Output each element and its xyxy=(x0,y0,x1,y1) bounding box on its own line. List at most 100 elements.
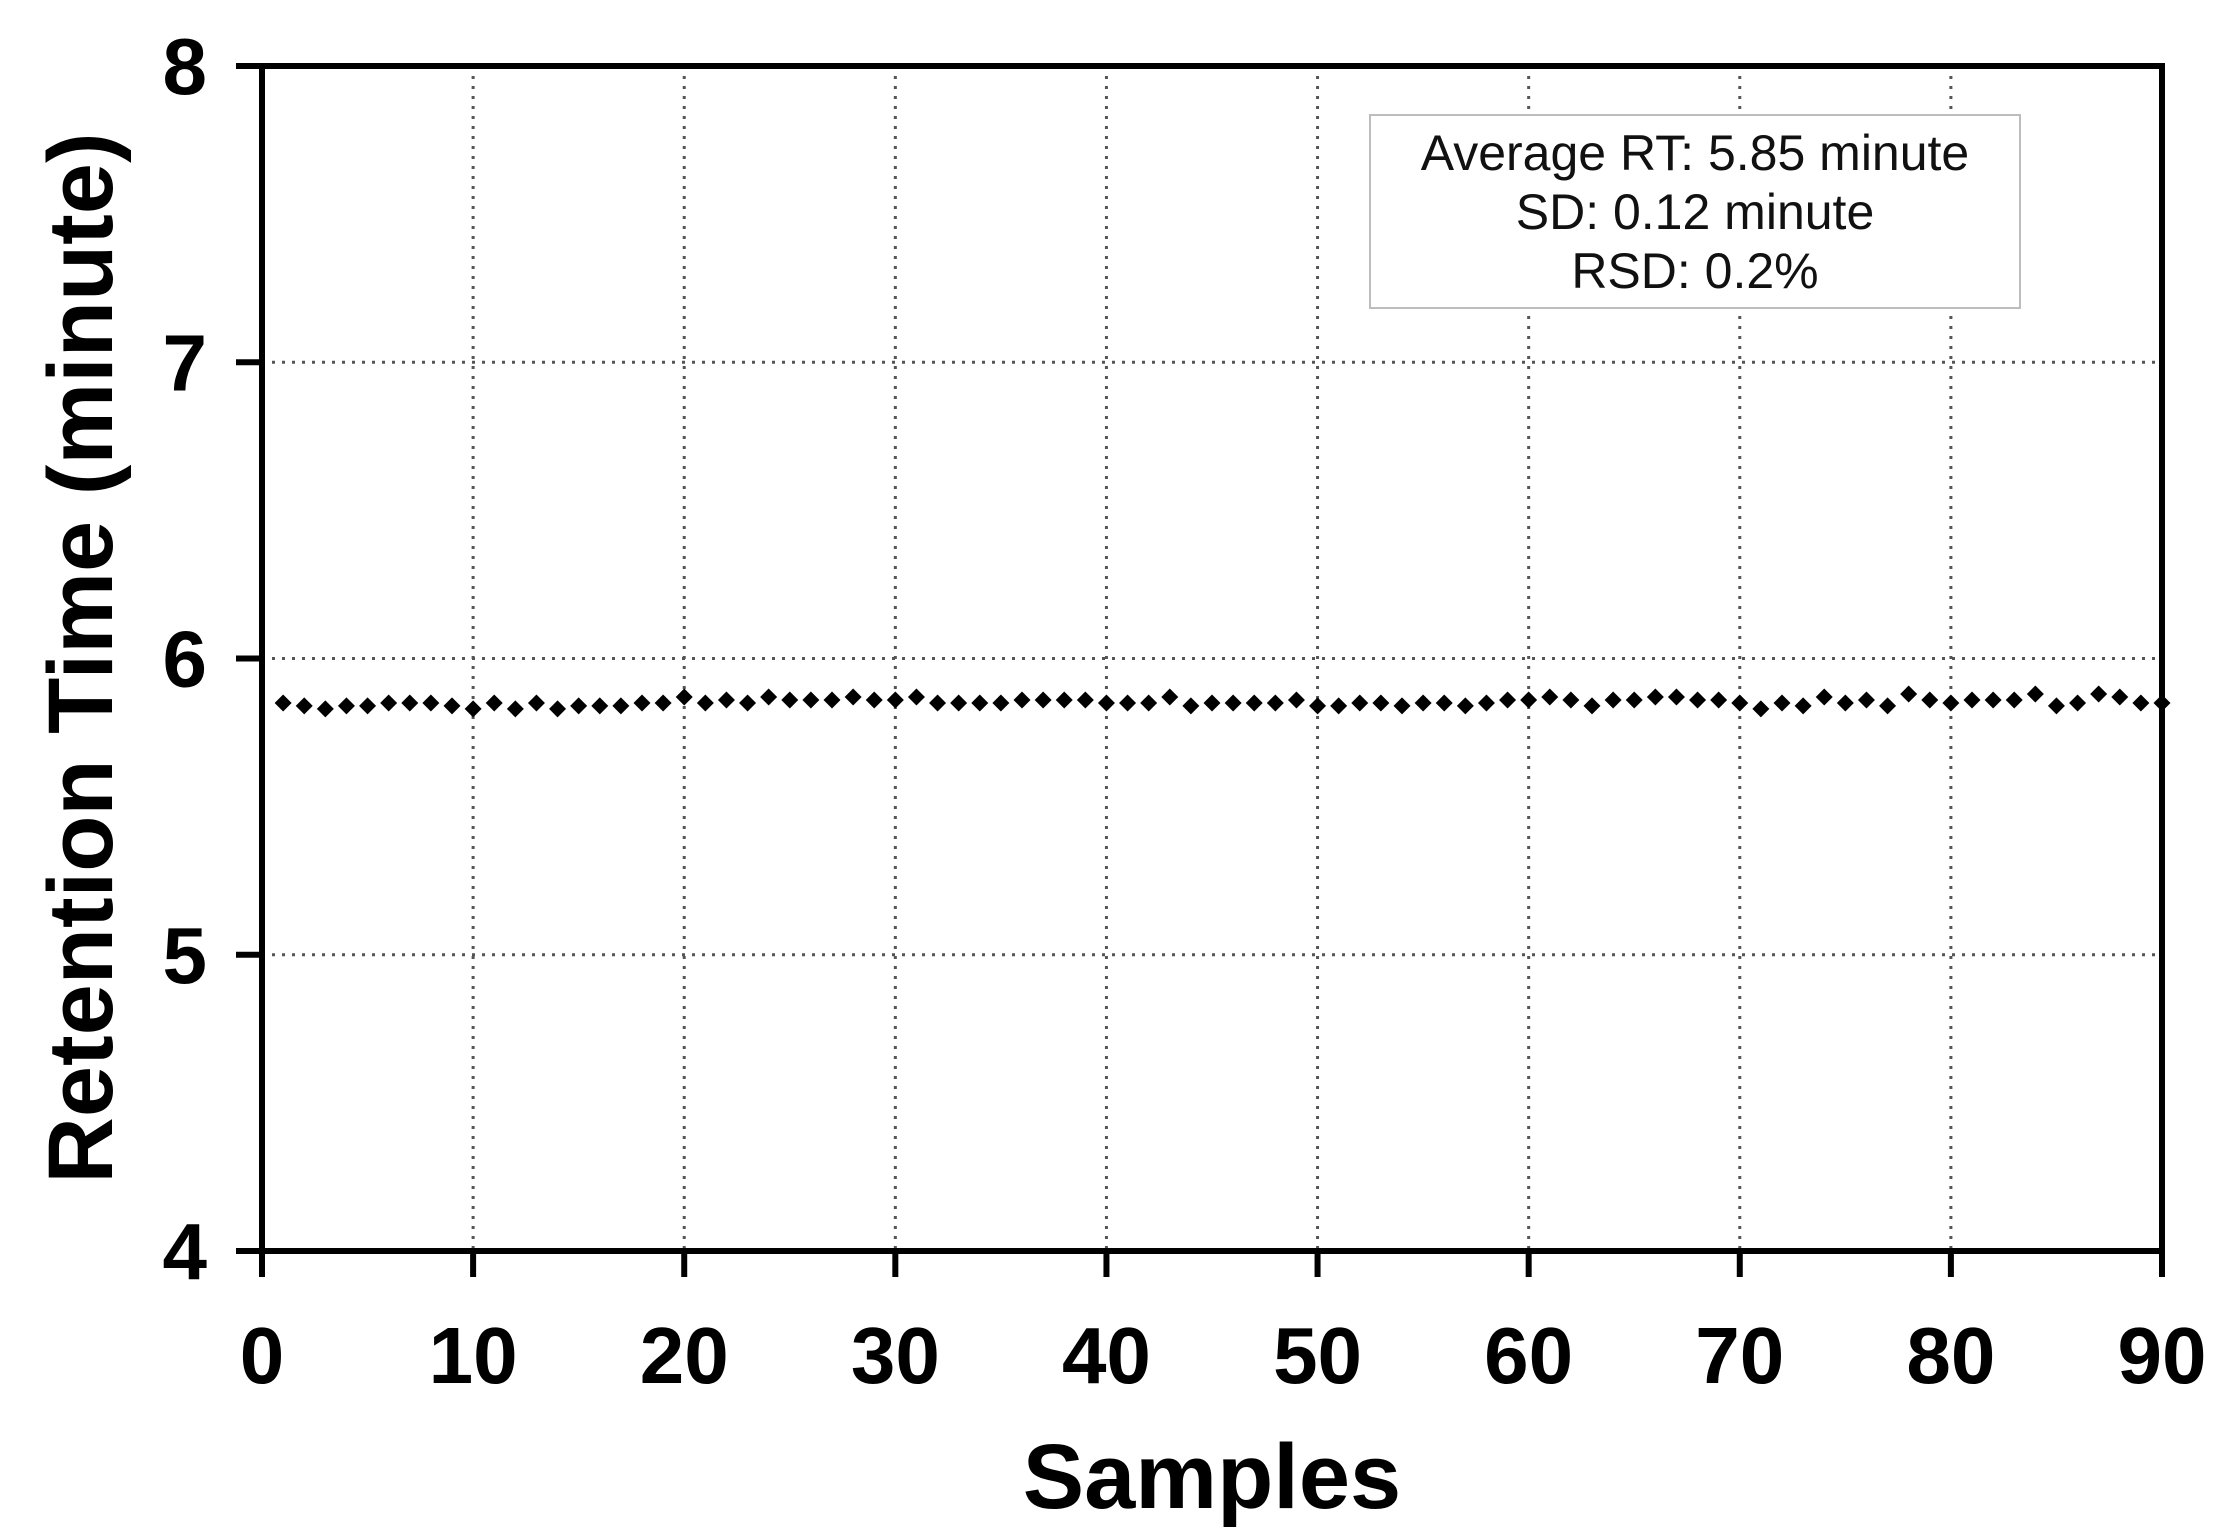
data-point xyxy=(1857,691,1875,709)
data-point xyxy=(1477,694,1495,712)
data-point xyxy=(1773,694,1791,712)
x-tick-label: 0 xyxy=(240,1311,285,1400)
data-point xyxy=(1097,694,1115,712)
x-tick-label: 40 xyxy=(1062,1311,1151,1400)
y-tick-label: 5 xyxy=(163,911,208,1000)
stats-rsd: RSD: 0.2% xyxy=(1571,243,1818,299)
x-tick-labels: 0 10 20 30 40 50 60 70 80 90 xyxy=(240,1311,2207,1400)
data-point xyxy=(675,688,693,706)
data-point xyxy=(1456,697,1474,715)
data-point xyxy=(1245,694,1263,712)
data-point xyxy=(781,691,799,709)
data-point xyxy=(2047,697,2065,715)
x-tick-label: 60 xyxy=(1484,1311,1573,1400)
data-point xyxy=(886,691,904,709)
data-point xyxy=(1182,697,1200,715)
data-point xyxy=(1414,694,1432,712)
data-point xyxy=(1499,691,1517,709)
data-point xyxy=(992,694,1010,712)
data-point xyxy=(1900,685,1918,703)
data-point xyxy=(1815,688,1833,706)
axis-ticks xyxy=(236,63,2165,1277)
data-point xyxy=(1224,694,1242,712)
y-tick-label: 4 xyxy=(163,1207,208,1296)
data-point xyxy=(1963,691,1981,709)
data-point xyxy=(1287,691,1305,709)
y-axis-title: Retention Time (minute) xyxy=(30,132,132,1183)
x-tick-label: 90 xyxy=(2118,1311,2207,1400)
x-tick-label: 50 xyxy=(1273,1311,1362,1400)
data-point xyxy=(1119,694,1137,712)
data-point xyxy=(1266,694,1284,712)
x-tick-label: 30 xyxy=(851,1311,940,1400)
y-tick-label: 8 xyxy=(163,22,208,111)
data-point xyxy=(1836,694,1854,712)
data-point xyxy=(633,694,651,712)
data-point xyxy=(1625,691,1643,709)
data-point xyxy=(1646,688,1664,706)
data-point xyxy=(1710,691,1728,709)
data-point xyxy=(1984,691,2002,709)
stats-sd: SD: 0.12 minute xyxy=(1516,184,1875,240)
data-point xyxy=(380,694,398,712)
data-point xyxy=(443,697,461,715)
data-point xyxy=(1309,697,1327,715)
stats-box: Average RT: 5.85 minute SD: 0.12 minute … xyxy=(1369,114,2021,309)
data-point xyxy=(1372,694,1390,712)
data-point xyxy=(971,694,989,712)
data-point xyxy=(844,688,862,706)
data-point xyxy=(1921,691,1939,709)
x-tick-label: 10 xyxy=(429,1311,518,1400)
data-point xyxy=(1520,691,1538,709)
data-point xyxy=(739,694,757,712)
data-points xyxy=(274,685,2171,718)
data-point xyxy=(717,691,735,709)
x-tick-label: 70 xyxy=(1695,1311,1784,1400)
data-point xyxy=(1879,697,1897,715)
data-point xyxy=(760,688,778,706)
data-point xyxy=(823,691,841,709)
data-point xyxy=(1562,691,1580,709)
data-point xyxy=(1435,694,1453,712)
data-point xyxy=(401,694,419,712)
data-point xyxy=(570,697,588,715)
data-point xyxy=(464,700,482,718)
data-point xyxy=(696,694,714,712)
y-tick-label: 6 xyxy=(163,615,208,704)
data-point xyxy=(1203,694,1221,712)
grid-lines xyxy=(262,66,2162,1251)
x-tick-label: 20 xyxy=(640,1311,729,1400)
data-point xyxy=(2026,685,2044,703)
data-point xyxy=(527,694,545,712)
data-point xyxy=(506,700,524,718)
data-point xyxy=(2090,685,2108,703)
x-axis-title: Samples xyxy=(1023,1426,1401,1528)
stats-average-rt: Average RT: 5.85 minute xyxy=(1421,125,1970,181)
data-point xyxy=(1140,694,1158,712)
data-point xyxy=(2132,694,2150,712)
data-point xyxy=(316,700,334,718)
data-point xyxy=(1731,694,1749,712)
data-point xyxy=(612,697,630,715)
data-point xyxy=(865,691,883,709)
data-point xyxy=(1055,691,1073,709)
stats-box-frame xyxy=(1369,114,2021,309)
data-point xyxy=(1942,694,1960,712)
data-point xyxy=(654,694,672,712)
data-point xyxy=(485,694,503,712)
data-point xyxy=(359,697,377,715)
data-point xyxy=(2111,688,2129,706)
data-point xyxy=(2069,694,2087,712)
data-point xyxy=(1013,691,1031,709)
data-point xyxy=(1689,691,1707,709)
data-point xyxy=(295,697,313,715)
data-point xyxy=(1667,688,1685,706)
data-point xyxy=(802,691,820,709)
data-point xyxy=(549,700,567,718)
data-point xyxy=(1393,697,1411,715)
data-point xyxy=(1583,697,1601,715)
data-point xyxy=(1604,691,1622,709)
data-point xyxy=(1752,700,1770,718)
data-point xyxy=(907,688,925,706)
x-tick-label: 80 xyxy=(1906,1311,1995,1400)
